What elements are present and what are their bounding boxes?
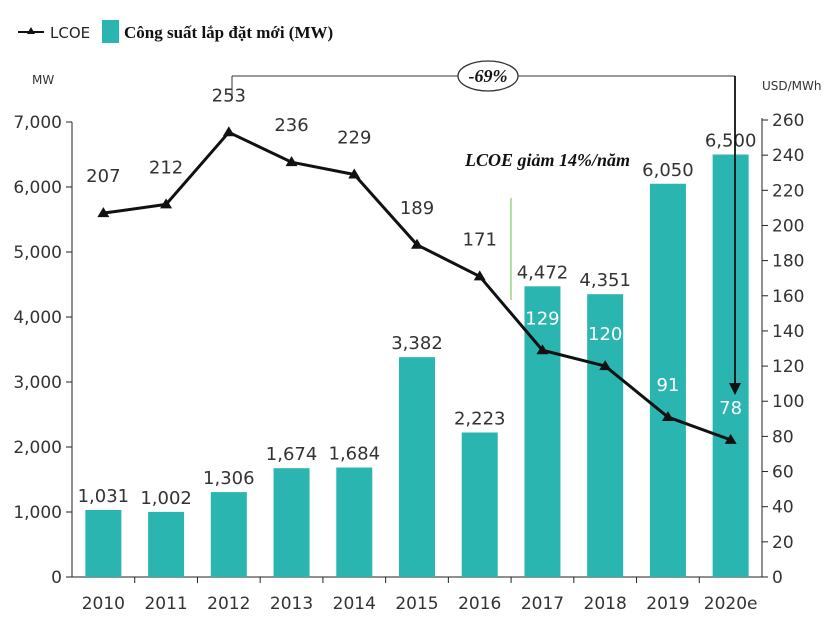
capacity-value-label: 1,684	[329, 444, 381, 465]
right-tick-label: 260	[772, 111, 804, 131]
legend-capacity-swatch	[102, 20, 119, 43]
capacity-value-label: 6,500	[705, 131, 757, 152]
capacity-bar	[85, 509, 122, 577]
axes: 0 1,000 2,000 3,000 4,000 5,000 6,000 7,000 0 20 4…	[13, 111, 804, 614]
x-tick-label: 2015	[395, 594, 438, 614]
lcoe-line-layer	[97, 126, 737, 444]
left-tick-label: 1,000	[13, 503, 62, 523]
lcoe-value-label: 91	[656, 375, 679, 396]
right-tick-label: 180	[772, 252, 804, 272]
left-tick-label: 5,000	[13, 243, 62, 263]
lcoe-marker	[473, 270, 486, 281]
right-tick-label: 40	[772, 498, 794, 518]
right-tick-label: 60	[772, 463, 794, 483]
change-arrow-head	[729, 383, 741, 395]
capacity-value-label: 1,306	[203, 468, 255, 489]
right-tick-label: 200	[772, 216, 804, 236]
x-tick-label: 2010	[82, 594, 125, 614]
capacity-bar	[524, 286, 561, 577]
lcoe-value-label: 120	[588, 324, 622, 345]
right-tick-label: 140	[772, 322, 804, 342]
right-tick-label: 80	[772, 427, 794, 447]
lcoe-marker	[411, 238, 423, 249]
change-badge	[457, 60, 519, 92]
x-tick-label: 2020e	[704, 594, 758, 614]
left-tick-label: 7,000	[13, 113, 62, 133]
right-tick-label: 100	[772, 392, 804, 412]
x-tick-label: 2017	[521, 594, 564, 614]
capacity-value-label: 2,223	[454, 409, 506, 430]
lcoe-value-label: 212	[149, 157, 183, 178]
right-tick-label: 0	[772, 568, 783, 588]
capacity-bar	[712, 154, 749, 577]
lcoe-value-label: 78	[719, 398, 742, 419]
legend-lcoe-label: LCOE	[50, 24, 90, 42]
capacity-value-label: 1,002	[140, 488, 192, 509]
x-tick-label: 2016	[458, 594, 501, 614]
capacity-bar	[399, 357, 435, 577]
right-axis-unit: USD/MWh	[762, 79, 822, 93]
x-tick-label: 2013	[270, 594, 313, 614]
x-tick-label: 2012	[207, 594, 250, 614]
capacity-bar	[273, 468, 310, 577]
data-labels: 1,031 1,002 1,306 1,674 1,684 3,382 2,223 4,472…	[78, 85, 757, 509]
capacity-bar	[587, 294, 624, 577]
right-tick-label: 240	[772, 146, 804, 166]
left-tick-label: 4,000	[13, 308, 62, 328]
lcoe-marker	[724, 433, 737, 444]
legend: LCOE Công suất lắp đặt mới (MW)	[18, 20, 333, 43]
left-tick-label: 0	[51, 568, 62, 588]
lcoe-value-label: 229	[337, 127, 371, 148]
lcoe-value-label: 171	[463, 229, 497, 250]
capacity-value-label: 4,472	[517, 262, 569, 283]
right-tick-label: 160	[772, 287, 804, 307]
capacity-bar	[461, 432, 498, 577]
capacity-bar	[649, 183, 686, 577]
lcoe-value-label: 207	[86, 166, 120, 187]
legend-capacity-label: Công suất lắp đặt mới (MW)	[124, 23, 333, 42]
change-badge-text: -69%	[469, 66, 508, 86]
right-tick-label: 120	[772, 357, 804, 377]
lcoe-marker	[536, 344, 549, 355]
lcoe-value-label: 253	[212, 85, 246, 106]
x-tick-label: 2014	[333, 594, 376, 614]
lcoe-value-label: 129	[525, 308, 559, 329]
lcoe-marker	[285, 156, 298, 167]
trend-annotation: LCOE giảm 14%/năm	[464, 150, 630, 170]
right-tick-label: 20	[772, 533, 794, 553]
lcoe-marker	[599, 360, 612, 371]
lcoe-marker	[97, 207, 110, 218]
capacity-bar	[336, 467, 373, 577]
capacity-bar	[210, 492, 247, 577]
x-tick-label: 2018	[584, 594, 627, 614]
left-tick-label: 6,000	[13, 178, 62, 198]
capacity-value-label: 4,351	[579, 270, 631, 291]
x-tick-label: 2019	[646, 594, 689, 614]
capacity-value-label: 3,382	[391, 333, 443, 354]
left-tick-label: 2,000	[13, 438, 62, 458]
lcoe-marker	[661, 411, 674, 422]
capacity-value-label: 1,674	[266, 444, 318, 465]
lcoe-marker	[160, 198, 173, 209]
right-tick-label: 220	[772, 181, 804, 201]
lcoe-value-label: 236	[274, 115, 308, 136]
x-tick-label: 2011	[144, 594, 187, 614]
lcoe-value-label: 189	[400, 198, 434, 219]
change-annotation: -69%	[231, 60, 741, 395]
lcoe-marker	[348, 168, 361, 179]
capacity-bar	[148, 511, 185, 577]
left-axis-unit: MW	[32, 73, 54, 87]
legend-lcoe-marker	[27, 27, 35, 34]
lcoe-marker	[222, 126, 235, 137]
capacity-value-label: 6,050	[642, 160, 694, 181]
left-tick-label: 3,000	[13, 373, 62, 393]
capacity-value-label: 1,031	[78, 486, 130, 507]
